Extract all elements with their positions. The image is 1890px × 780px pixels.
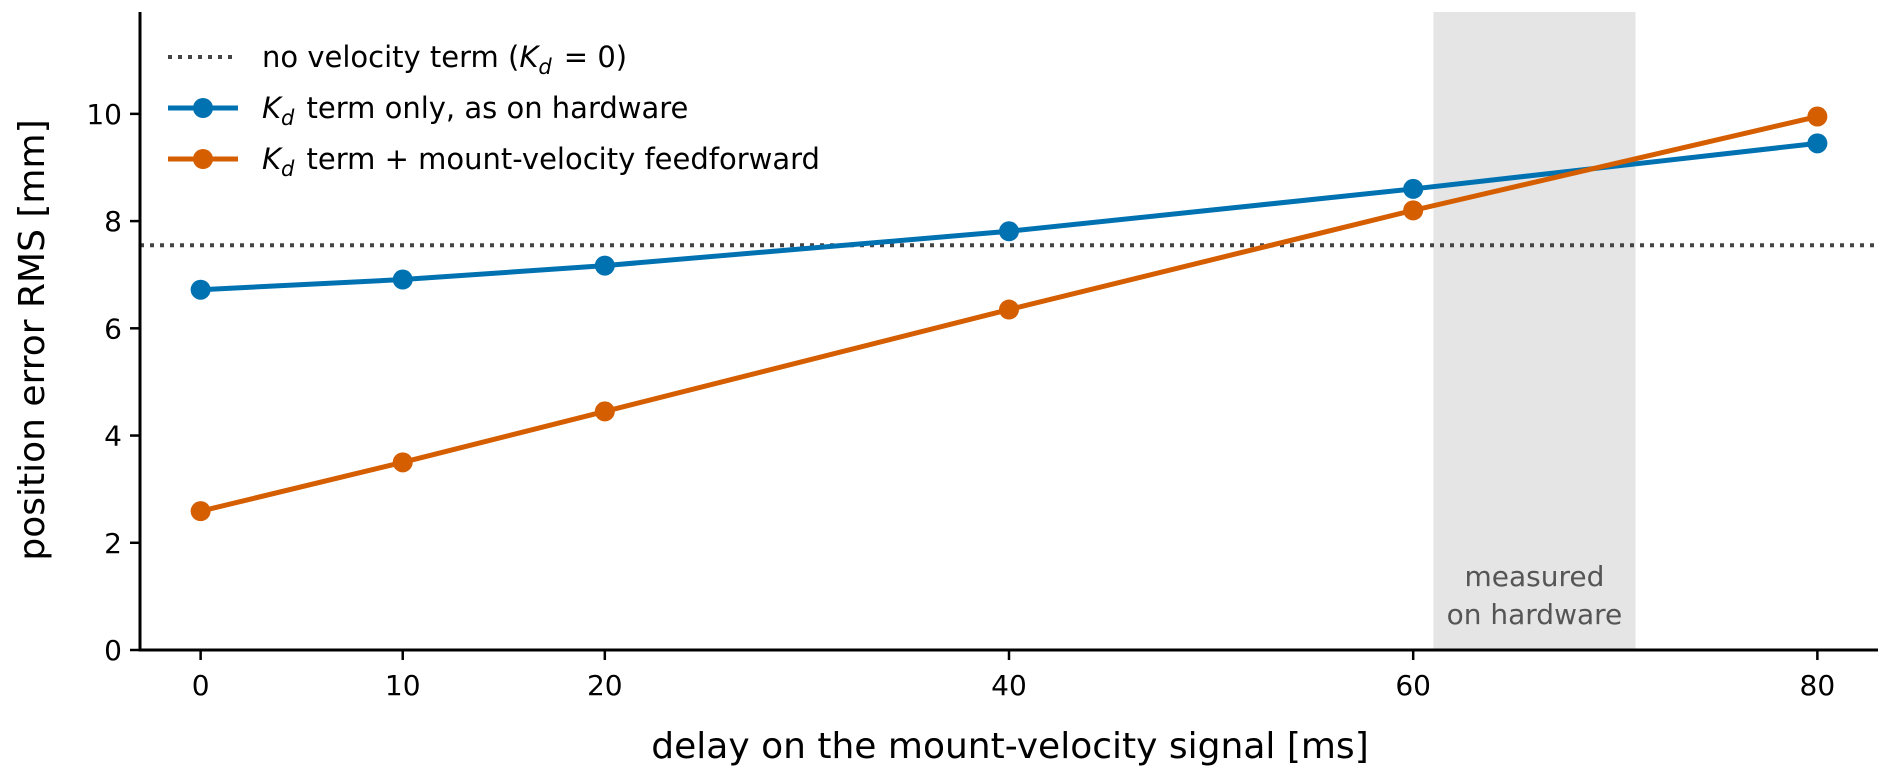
series-line-0 (200, 140, 1818, 293)
y-tick-label: 4 (104, 420, 122, 453)
legend-swatch-marker (193, 149, 213, 169)
series-point-1 (1403, 200, 1424, 221)
series-point-0 (594, 255, 615, 276)
x-tick-label: 40 (991, 669, 1027, 702)
x-tick-label: 60 (1395, 669, 1431, 702)
legend-label: Kd term + mount-velocity feedforward (262, 142, 820, 181)
series-point-1 (594, 401, 615, 422)
shaded-region-label: on hardware (1447, 598, 1623, 631)
shaded-region-label: measured (1464, 560, 1604, 593)
legend-swatch-marker (193, 98, 213, 118)
x-tick-label: 20 (587, 669, 623, 702)
y-tick-label: 8 (104, 205, 122, 238)
series-point-0 (1403, 178, 1424, 199)
y-tick-label: 2 (104, 527, 122, 560)
series-point-0 (392, 269, 413, 290)
legend-label: Kd term only, as on hardware (262, 91, 688, 130)
x-tick-label: 10 (385, 669, 421, 702)
series-point-1 (999, 299, 1019, 320)
y-tick-label: 0 (104, 634, 122, 667)
shaded-region (1433, 12, 1636, 650)
series-line-1 (200, 114, 1818, 514)
series-point-0 (1807, 133, 1828, 154)
x-tick-label: 0 (192, 669, 210, 702)
x-tick-label: 80 (1800, 669, 1836, 702)
y-axis-title: position error RMS [mm] (12, 119, 53, 560)
series-point-1 (392, 452, 413, 473)
y-tick-label: 6 (104, 312, 122, 345)
series-point-0 (190, 279, 211, 300)
legend-label: no velocity term (Kd = 0) (262, 40, 627, 79)
x-axis-title: delay on the mount-velocity signal [ms] (651, 726, 1368, 767)
series-point-1 (190, 501, 211, 522)
series-point-1 (1807, 106, 1828, 127)
series-point-0 (999, 221, 1019, 242)
y-tick-label: 10 (86, 98, 122, 131)
